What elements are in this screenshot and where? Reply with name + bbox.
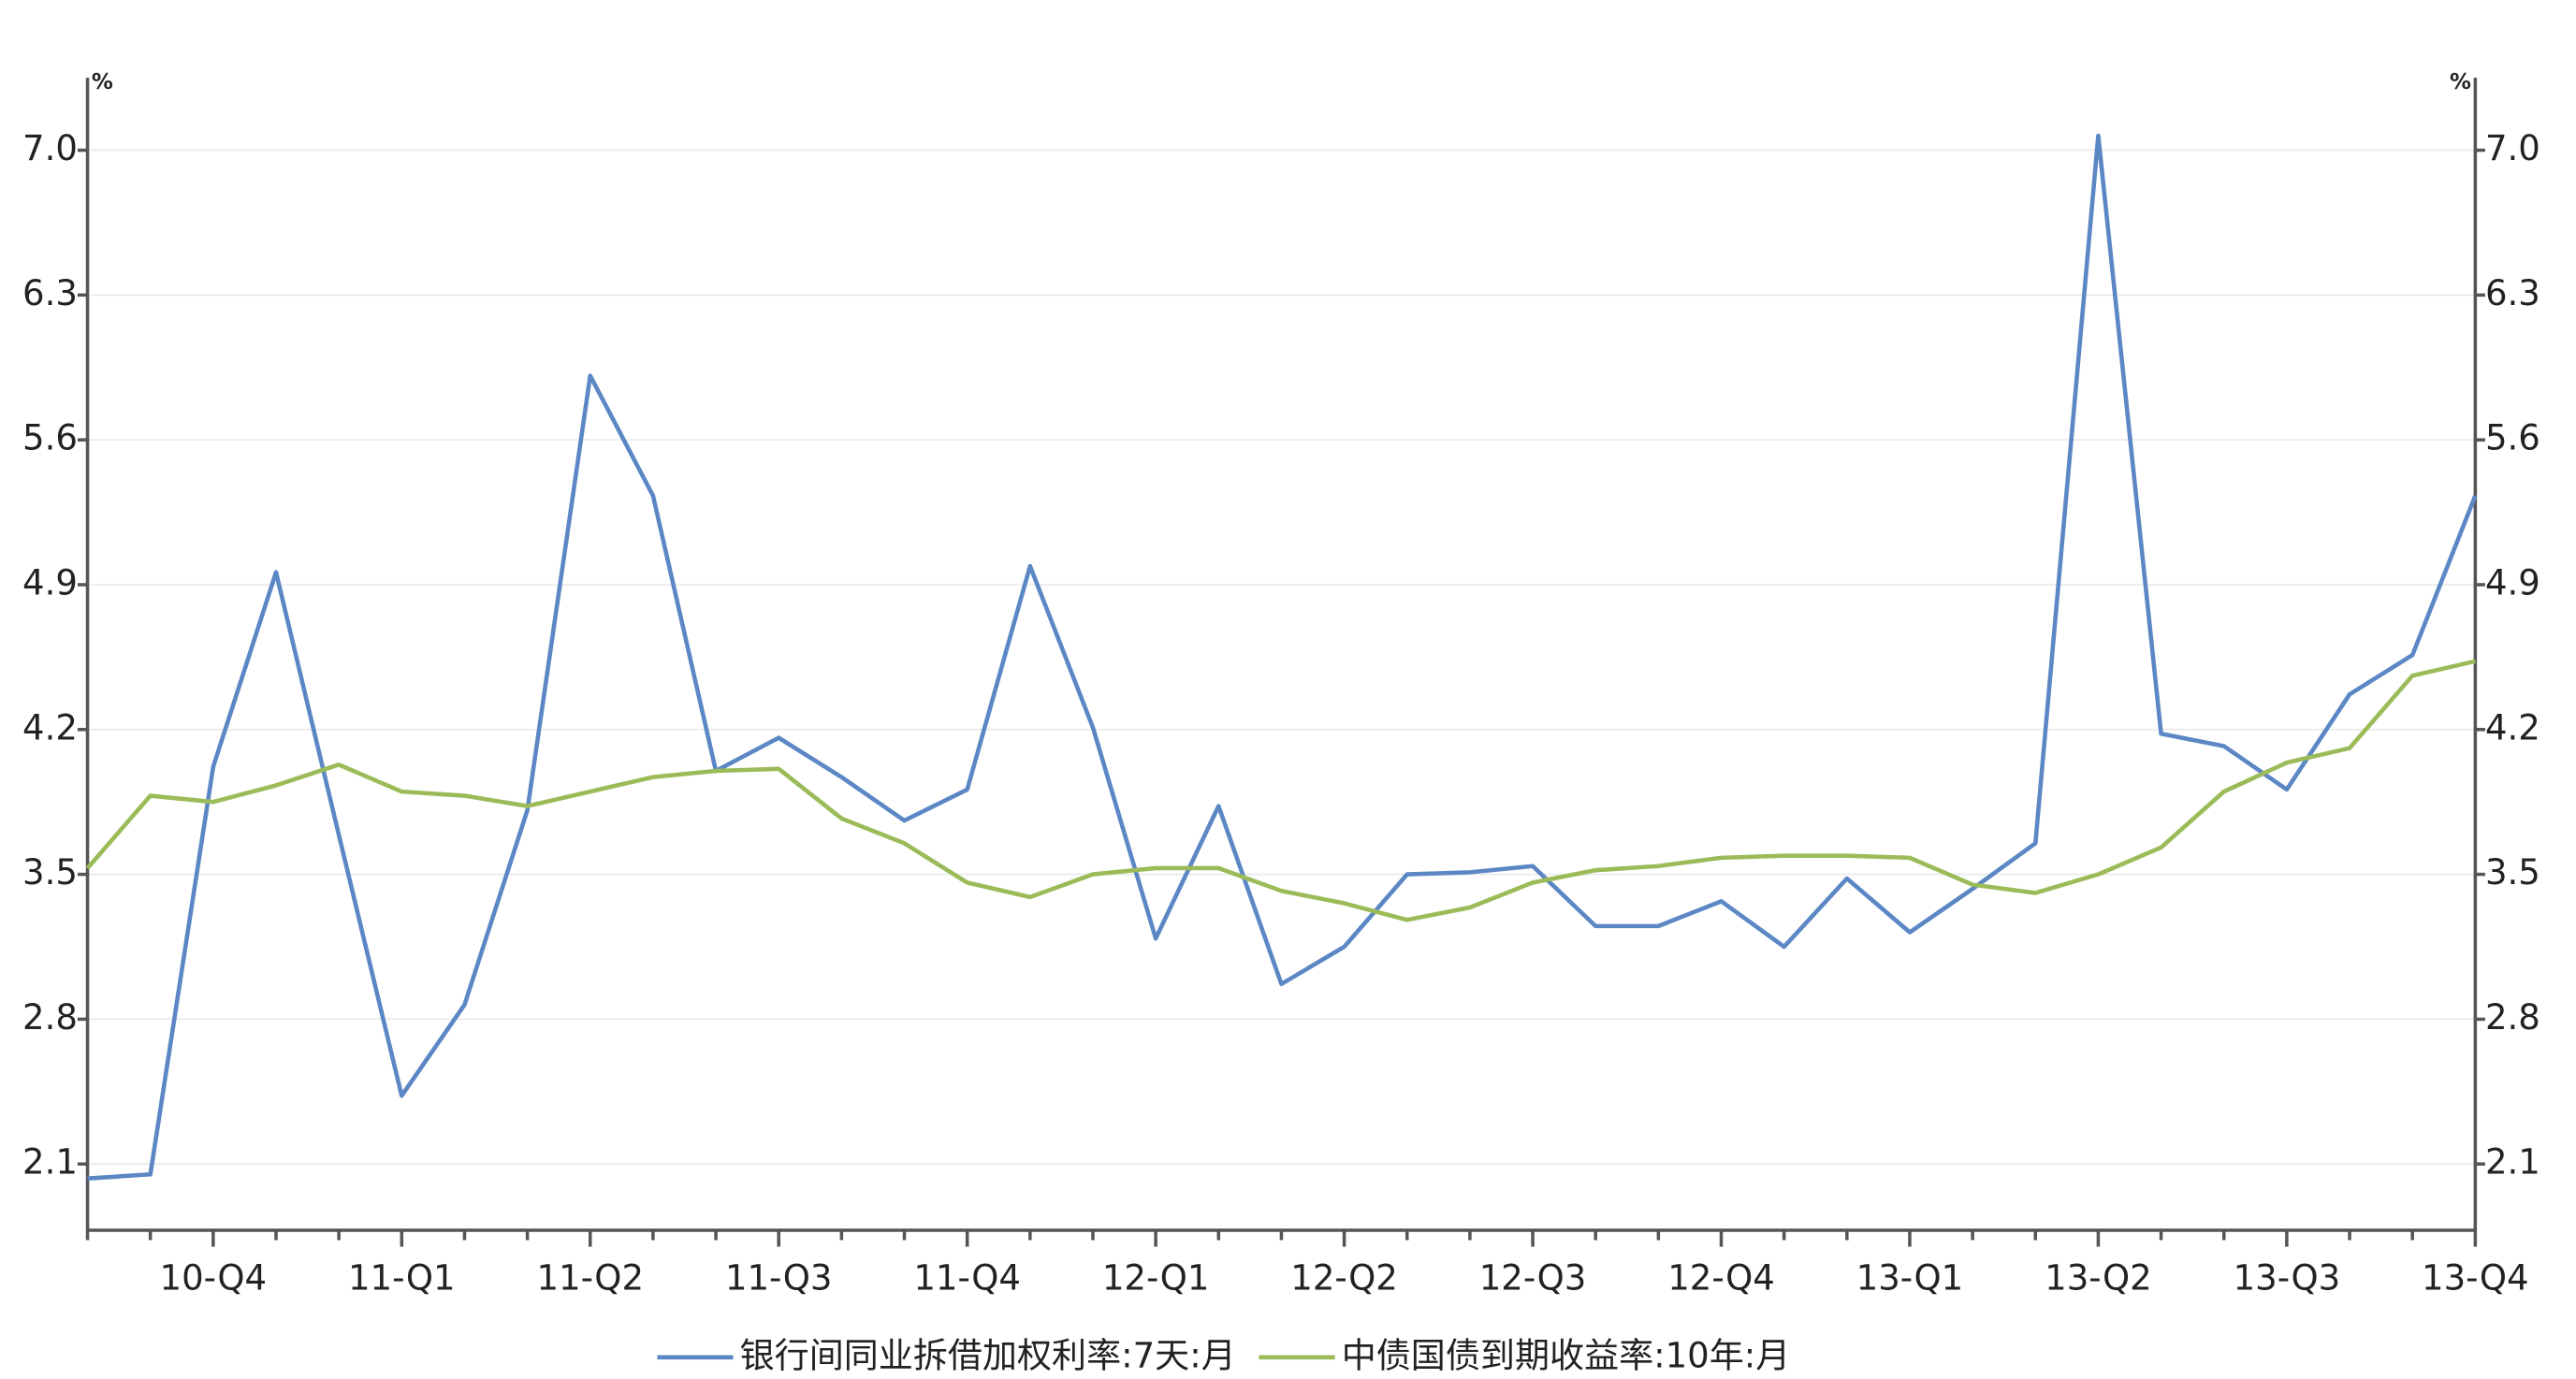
y-tick-label: 4.2 — [22, 707, 78, 748]
x-tick-label: 13-Q4 — [2422, 1257, 2529, 1298]
y2-tick-label: 7.0 — [2485, 128, 2540, 168]
x-tick-label: 12-Q2 — [1290, 1257, 1398, 1298]
y2-tick-label: 5.6 — [2485, 418, 2540, 458]
x-tick-label: 12-Q1 — [1102, 1257, 1210, 1298]
x-tick-label: 13-Q2 — [2045, 1257, 2152, 1298]
y2-tick-label: 4.2 — [2485, 707, 2540, 748]
x-tick-label: 11-Q3 — [725, 1257, 833, 1298]
y2-tick-label: 4.9 — [2485, 562, 2540, 602]
y-tick-label: 3.5 — [22, 852, 78, 893]
y2-tick-label: 2.1 — [2485, 1142, 2540, 1183]
y-tick-label: 2.8 — [22, 997, 78, 1038]
y2-tick-label: 3.5 — [2485, 852, 2540, 893]
x-tick-label: 13-Q3 — [2234, 1257, 2341, 1298]
y-tick-label: 5.6 — [22, 418, 78, 458]
y-tick-label: 4.9 — [22, 562, 78, 602]
x-tick-label: 11-Q2 — [536, 1257, 644, 1298]
x-tick-label: 11-Q4 — [913, 1257, 1021, 1298]
series-line — [85, 659, 2476, 922]
legend-label: 中债国债到期收益率:10年:月 — [1342, 1335, 1791, 1375]
y2-tick-label: 6.3 — [2485, 273, 2540, 313]
x-tick-label: 11-Q1 — [348, 1257, 456, 1298]
y2-tick-label: 2.8 — [2485, 997, 2540, 1038]
legend-label: 银行间同业拆借加权利率:7天:月 — [740, 1335, 1236, 1375]
series-line — [87, 133, 2478, 1181]
x-tick-label: 12-Q4 — [1667, 1257, 1775, 1298]
y2-unit: % — [2450, 70, 2471, 94]
x-tick-label: 10-Q4 — [160, 1257, 268, 1298]
y-tick-label: 2.1 — [22, 1142, 78, 1183]
x-tick-label: 12-Q3 — [1479, 1257, 1587, 1298]
y-unit: % — [92, 70, 113, 94]
y-tick-label: 6.3 — [22, 273, 78, 313]
y-tick-label: 7.0 — [22, 128, 78, 168]
x-tick-label: 13-Q1 — [1856, 1257, 1964, 1298]
